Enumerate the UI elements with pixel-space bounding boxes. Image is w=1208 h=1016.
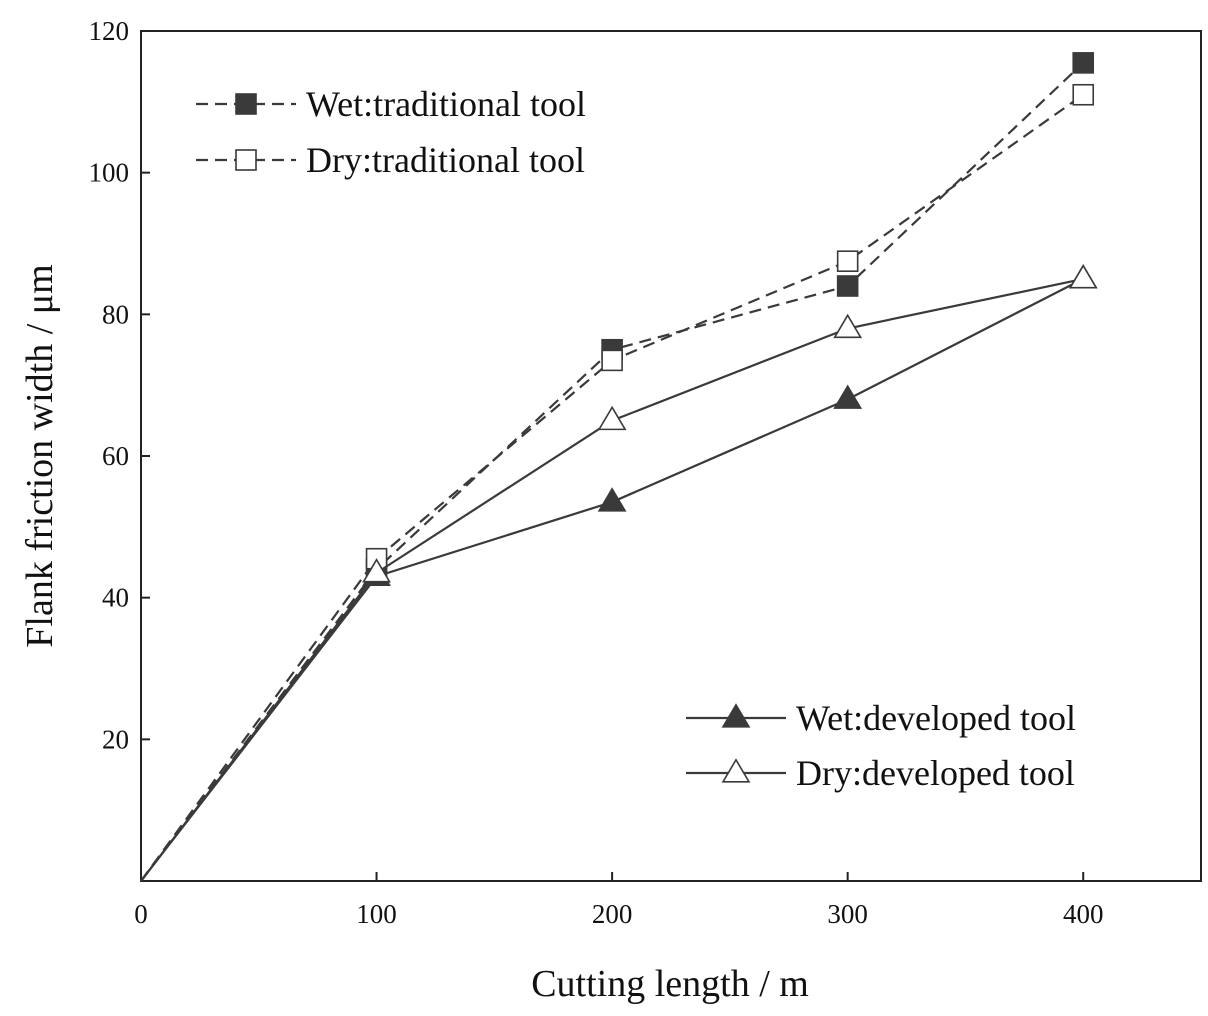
y-tick-label: 40 xyxy=(102,583,129,613)
y-tick-label: 20 xyxy=(102,724,129,754)
data-point xyxy=(836,250,859,273)
legend-entry: Wet:developed tool xyxy=(686,698,1076,738)
series-layer xyxy=(140,52,1098,882)
tick-labels: 0 100 200 300 400 20 40 60 80 100 120 xyxy=(89,16,1104,929)
x-tick-label: 400 xyxy=(1063,899,1104,929)
legend-marker xyxy=(721,758,751,783)
data-point xyxy=(1072,52,1095,74)
x-tick-label: 0 xyxy=(134,899,148,929)
legend-entry: Dry:traditional tool xyxy=(196,140,585,180)
data-point xyxy=(836,275,859,297)
data-point xyxy=(601,349,623,372)
legend-label: Wet:developed tool xyxy=(796,698,1076,738)
y-tick-label: 100 xyxy=(89,158,130,188)
legend-label: Dry:traditional tool xyxy=(306,140,585,180)
x-tick-label: 300 xyxy=(827,899,868,929)
legend-marker xyxy=(235,149,257,171)
legend-label: Dry:developed tool xyxy=(796,753,1075,793)
x-tick-label: 200 xyxy=(592,899,633,929)
data-point xyxy=(1068,264,1098,289)
y-tick-label: 60 xyxy=(102,441,129,471)
legend-marker xyxy=(721,703,751,728)
y-tick-label: 80 xyxy=(102,299,129,329)
legend-marker xyxy=(235,93,257,115)
series-4 xyxy=(140,264,1098,882)
data-point xyxy=(597,487,627,512)
legend-entry: Dry:developed tool xyxy=(686,753,1075,793)
x-tick-label: 100 xyxy=(356,899,397,929)
data-point xyxy=(833,384,863,409)
y-axis-title: Flank friction width / μm xyxy=(19,264,61,647)
axis-ticks xyxy=(140,30,1085,881)
legend-label: Wet:traditional tool xyxy=(306,84,586,124)
x-axis-title: Cutting length / m xyxy=(531,963,809,1005)
data-point xyxy=(597,405,627,431)
legend-layer: Wet:traditional tool Dry:traditional tool… xyxy=(196,84,1076,793)
data-point xyxy=(833,313,863,339)
data-point xyxy=(362,558,391,583)
legend-entry: Wet:traditional tool xyxy=(196,84,586,124)
data-point xyxy=(1072,83,1095,106)
y-tick-label: 120 xyxy=(89,16,130,46)
